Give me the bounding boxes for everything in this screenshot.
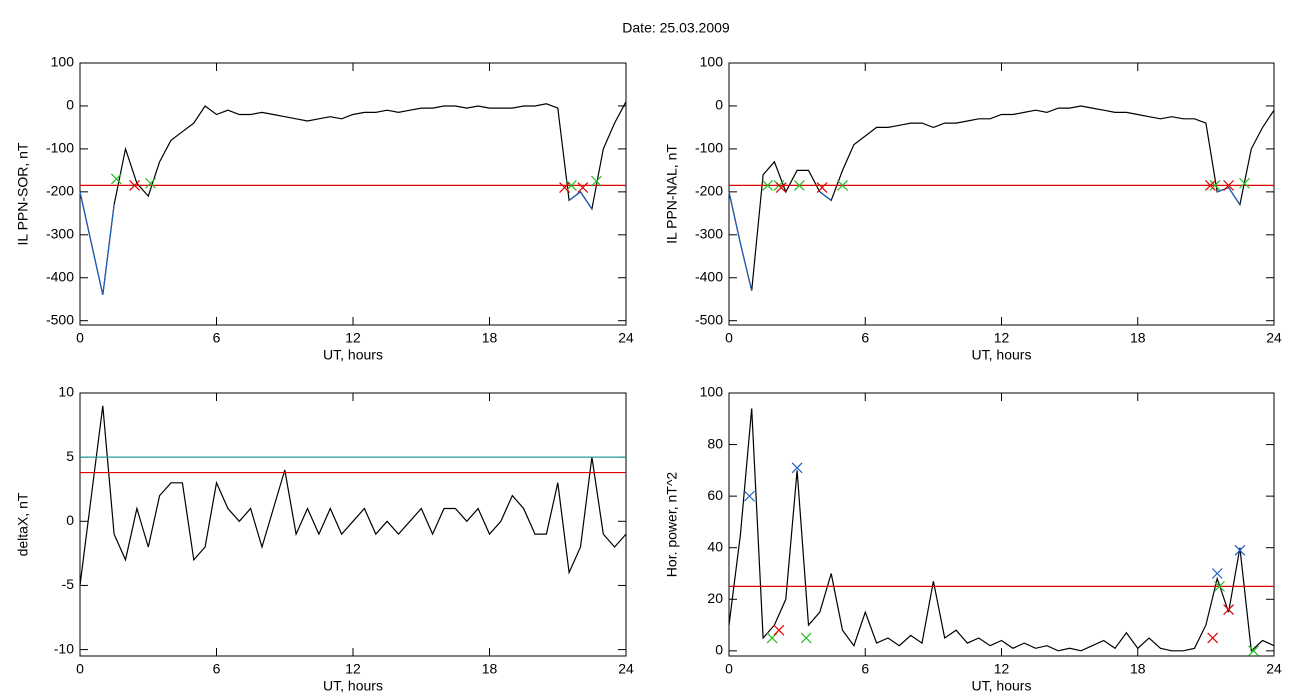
cross-marker xyxy=(1223,179,1235,191)
x-tick-label: 6 xyxy=(861,661,869,677)
cross-marker xyxy=(565,179,577,191)
y-tick-label: 0 xyxy=(66,512,74,528)
cross-marker xyxy=(559,182,570,193)
x-tick-label: 24 xyxy=(1266,661,1282,677)
x-tick-label: 6 xyxy=(213,330,221,346)
x-axis-label: UT, hours xyxy=(972,347,1032,363)
y-tick-label: 5 xyxy=(66,448,74,464)
x-tick-label: 24 xyxy=(1266,330,1282,346)
cross-marker xyxy=(1239,177,1250,189)
cross-marker xyxy=(591,175,602,187)
y-tick-label: 0 xyxy=(66,97,74,113)
x-tick-label: 12 xyxy=(994,661,1010,677)
y-tick-label: -400 xyxy=(46,268,74,284)
y-tick-label: 0 xyxy=(715,642,723,658)
x-tick-label: 18 xyxy=(1130,661,1146,677)
cross-marker xyxy=(1211,568,1223,579)
cross-marker xyxy=(766,632,778,644)
x-axis-label: UT, hours xyxy=(972,678,1032,694)
cross-marker xyxy=(1207,632,1219,644)
cross-marker xyxy=(793,179,805,191)
x-tick-label: 0 xyxy=(76,661,84,677)
y-tick-label: -300 xyxy=(695,226,723,242)
y-tick-label: -400 xyxy=(695,268,723,284)
cross-marker xyxy=(837,179,848,191)
data-line xyxy=(79,191,593,296)
x-tick-label: 18 xyxy=(482,330,498,346)
x-axis-label: UT, hours xyxy=(323,347,383,363)
y-tick-label: 100 xyxy=(700,54,724,70)
x-tick-label: 0 xyxy=(725,330,733,346)
x-tick-label: 18 xyxy=(482,661,498,677)
x-tick-label: 0 xyxy=(725,661,733,677)
y-tick-label: -200 xyxy=(695,183,723,199)
plot-frame xyxy=(728,62,1275,326)
y-tick-label: -100 xyxy=(695,140,723,156)
cross-marker xyxy=(1248,645,1259,657)
y-tick-label: -5 xyxy=(62,576,75,592)
data-line xyxy=(728,408,1275,653)
y-axis-label: Hor. power, nT^2 xyxy=(664,472,680,578)
data-line xyxy=(728,105,1275,291)
x-tick-label: 12 xyxy=(345,330,361,346)
cross-marker xyxy=(577,182,589,193)
figure-title: Date: 25.03.2009 xyxy=(622,20,730,36)
y-tick-label: 100 xyxy=(51,54,75,70)
cross-marker xyxy=(1223,604,1235,616)
cross-marker xyxy=(1234,544,1246,556)
y-axis-label: IL PPN-NAL, nT xyxy=(664,144,680,244)
plot-frame xyxy=(728,392,1275,657)
y-tick-label: 100 xyxy=(700,384,724,400)
y-tick-label: -300 xyxy=(46,226,74,242)
plot-frame xyxy=(79,62,627,326)
cross-marker xyxy=(129,179,141,191)
x-tick-label: 24 xyxy=(618,661,634,677)
x-tick-label: 12 xyxy=(994,330,1010,346)
y-tick-label: -10 xyxy=(54,640,74,656)
x-tick-label: 0 xyxy=(76,330,84,346)
cross-marker xyxy=(1214,580,1225,592)
data-line xyxy=(79,101,627,296)
x-tick-label: 6 xyxy=(213,661,221,677)
y-tick-label: 80 xyxy=(707,435,723,451)
cross-marker xyxy=(775,182,787,193)
x-tick-label: 18 xyxy=(1130,330,1146,346)
y-tick-label: 40 xyxy=(707,538,723,554)
cross-marker xyxy=(1209,179,1221,191)
cross-marker xyxy=(145,177,156,189)
x-axis-label: UT, hours xyxy=(323,678,383,694)
y-axis-label: IL PPN-SOR, nT xyxy=(15,142,31,245)
x-tick-label: 12 xyxy=(345,661,361,677)
y-axis-label: deltaX, nT xyxy=(15,492,31,556)
cross-marker xyxy=(773,624,785,636)
data-line xyxy=(79,405,627,586)
y-tick-label: -200 xyxy=(46,183,74,199)
cross-marker xyxy=(744,490,755,502)
cross-marker xyxy=(800,632,812,644)
y-tick-label: 20 xyxy=(707,590,723,606)
y-tick-label: 60 xyxy=(707,487,723,503)
y-tick-label: -500 xyxy=(46,311,74,327)
cross-marker xyxy=(762,179,774,191)
cross-marker xyxy=(816,182,828,193)
data-line xyxy=(728,186,1241,291)
cross-marker xyxy=(1204,179,1216,191)
y-tick-label: -500 xyxy=(695,311,723,327)
cross-marker xyxy=(110,173,122,185)
y-tick-label: 10 xyxy=(58,384,74,400)
cross-marker xyxy=(791,462,803,474)
x-tick-label: 24 xyxy=(618,330,634,346)
y-tick-label: -100 xyxy=(46,140,74,156)
y-tick-label: 0 xyxy=(715,97,723,113)
plot-frame xyxy=(79,392,627,657)
x-tick-label: 6 xyxy=(861,330,869,346)
